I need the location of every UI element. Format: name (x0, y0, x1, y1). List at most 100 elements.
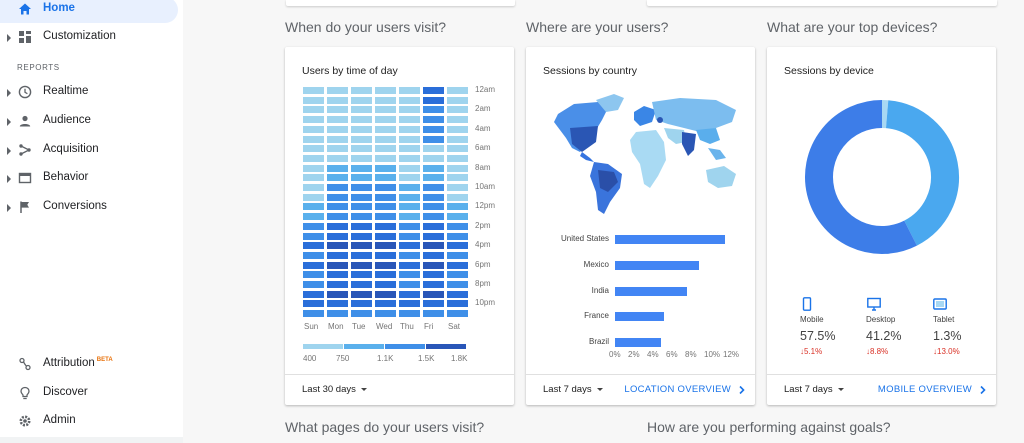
heatmap-cell (303, 174, 324, 182)
sidebar-item-audience[interactable]: Audience (0, 110, 178, 134)
section-title-location: Where are your users? (526, 19, 669, 35)
heatmap-cell (303, 310, 324, 318)
heatmap-cell (423, 213, 444, 221)
heatmap-cell (351, 300, 372, 308)
dropdown-arrow-icon (837, 387, 844, 391)
heatmap-cell (351, 125, 372, 133)
heatmap-cell (447, 164, 468, 172)
heatmap-cell (327, 300, 348, 308)
heatmap-cell (399, 193, 420, 201)
heatmap-cell (351, 290, 372, 298)
sidebar-item-acquisition[interactable]: Acquisition (0, 139, 178, 163)
mobile-overview-link[interactable]: MOBILE OVERVIEW (877, 384, 972, 395)
date-range-dropdown[interactable]: Last 7 days (543, 384, 603, 395)
heatmap-cell (399, 135, 420, 143)
heatmap-cell (351, 203, 372, 211)
sidebar-item-behavior[interactable]: Behavior (0, 167, 178, 191)
sidebar-footer-strip (0, 437, 183, 443)
heatmap-cell (399, 96, 420, 104)
hour-label: 10am (475, 182, 496, 191)
sidebar-item-label: Audience (43, 114, 91, 126)
heatmap-cell (351, 164, 372, 172)
hour-label: 12pm (475, 201, 496, 211)
heatmap-cell (303, 261, 324, 269)
hour-label: 4pm (475, 240, 491, 250)
hour-label: 2pm (475, 220, 491, 230)
date-range-dropdown[interactable]: Last 30 days (302, 384, 367, 395)
donut-slice-mobile (805, 100, 917, 254)
day-label: Sat (448, 321, 461, 331)
heatmap-cell (399, 125, 420, 133)
heatmap-cell (375, 232, 396, 240)
heatmap-cell (423, 87, 444, 94)
device-name-mobile: Mobile (800, 315, 824, 324)
heatmap-cell (327, 261, 348, 269)
heatmap-cell (351, 281, 372, 288)
chevron-right-icon[interactable] (737, 385, 747, 395)
heatmap-cell (375, 87, 396, 94)
dashboard-icon (19, 31, 31, 43)
heatmap-cell (399, 164, 420, 172)
heatmap-cell (351, 232, 372, 240)
heatmap-cell (423, 154, 444, 162)
date-range-dropdown[interactable]: Last 7 days (784, 384, 844, 395)
legend-swatch (303, 344, 343, 349)
sessions-by-device-card: Sessions by device Mobile Desktop Tablet… (767, 47, 996, 405)
country-bar (615, 286, 688, 296)
heatmap-cell (351, 251, 372, 259)
sidebar-item-attribution[interactable]: Attribution BETA (0, 353, 178, 377)
hour-label: 8pm (475, 279, 491, 288)
sidebar-item-home[interactable]: Home (0, 0, 178, 23)
heatmap-cell (327, 125, 348, 133)
heatmap-cell (303, 242, 324, 250)
sidebar-item-conversions[interactable]: Conversions (0, 196, 178, 220)
heatmap-cell (303, 281, 324, 288)
heatmap-cell (375, 184, 396, 191)
heatmap-cell (375, 154, 396, 162)
heatmap-cell (375, 96, 396, 104)
sidebar-item-admin[interactable]: Admin (0, 410, 178, 434)
bar-label: France (584, 311, 609, 321)
hour-label: 8am (475, 162, 491, 172)
flag-icon (20, 201, 29, 213)
chevron-right-icon[interactable] (978, 385, 988, 395)
heatmap-cell (351, 271, 372, 279)
sidebar-item-realtime[interactable]: Realtime (0, 81, 178, 105)
bar-label: Brazil (588, 337, 609, 347)
heatmap-cell (375, 203, 396, 211)
heatmap-cell (351, 87, 372, 94)
hour-label: 2am (475, 104, 491, 114)
heatmap-cell (447, 184, 468, 191)
x-tick-label: 10% (704, 350, 721, 359)
heatmap-cell (351, 96, 372, 104)
sidebar-item-customization[interactable]: Customization (0, 26, 178, 50)
heatmap-cell (375, 106, 396, 114)
bar-label: Mexico (583, 259, 609, 269)
heatmap-cell (399, 281, 420, 288)
heatmap-cell (447, 232, 468, 240)
heatmap-cell (423, 242, 444, 250)
heatmap-cell (351, 106, 372, 114)
heatmap-cell (423, 281, 444, 288)
heatmap-cell (423, 232, 444, 240)
heatmap-cell (423, 145, 444, 153)
heatmap-cell (423, 271, 444, 279)
attribution-icon (19, 357, 31, 371)
heatmap-cell (375, 300, 396, 308)
sidebar-item-discover[interactable]: Discover (0, 382, 178, 406)
sidebar-item-label: Acquisition (43, 143, 99, 155)
expand-caret-icon (7, 34, 11, 42)
location-overview-link[interactable]: LOCATION OVERVIEW (624, 384, 731, 395)
date-range-label: Last 30 days (302, 384, 356, 395)
device-change-desktop: ↓8.8% (866, 347, 889, 356)
expand-caret-icon (7, 89, 11, 97)
heatmap-cell (399, 261, 420, 269)
day-label: Thu (400, 321, 414, 331)
sessions-by-country-card: Sessions by country United States Mexico I… (526, 47, 755, 405)
heatmap-cell (351, 135, 372, 143)
heatmap-cell (303, 222, 324, 230)
heatmap-cell (327, 203, 348, 211)
sidebar-item-label: Home (43, 2, 75, 14)
heatmap-cell (375, 174, 396, 182)
expand-caret-icon (7, 147, 11, 155)
